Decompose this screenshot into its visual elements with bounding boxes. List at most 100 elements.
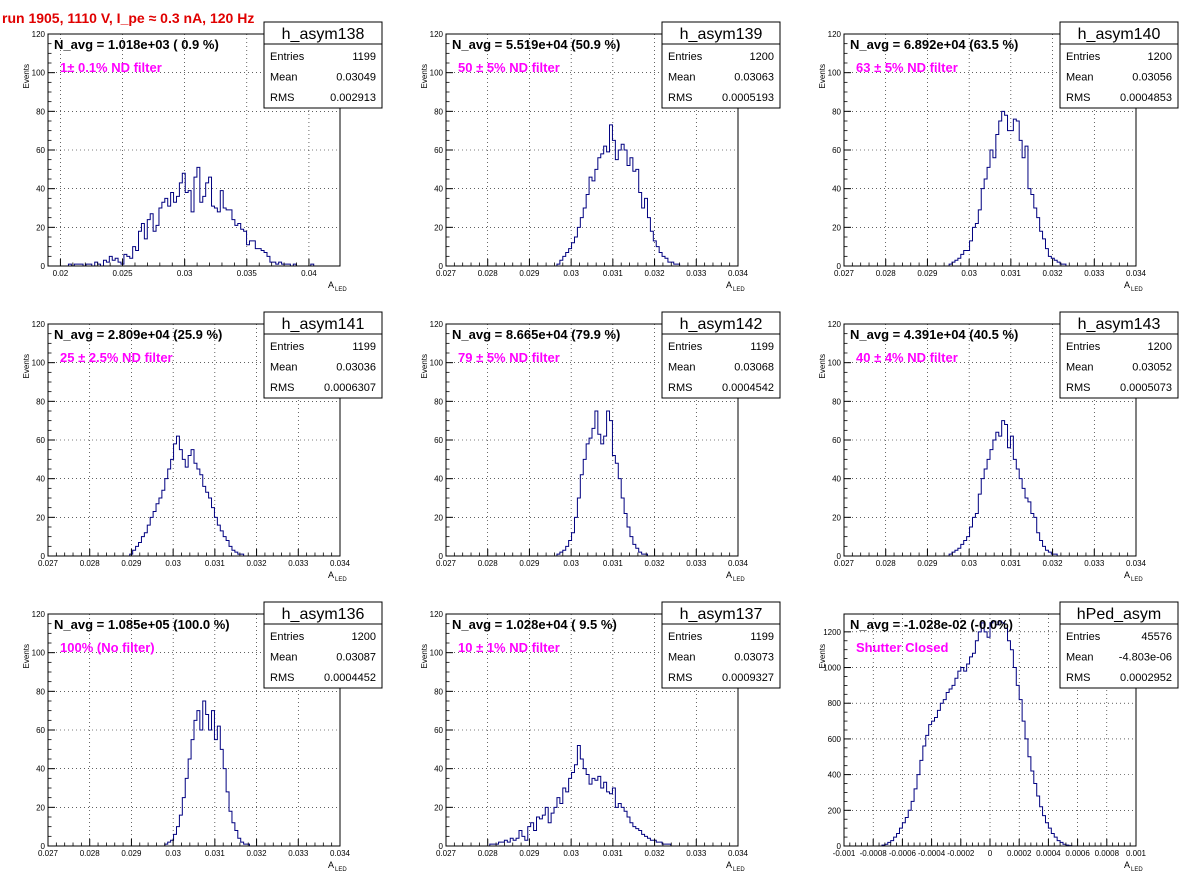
y-axis-label: Events bbox=[420, 64, 429, 88]
x-tick-label: 0.028 bbox=[478, 269, 499, 278]
stats-label-rms: RMS bbox=[1066, 92, 1090, 104]
x-tick-label: 0.028 bbox=[80, 559, 101, 568]
x-tick-label: 0.032 bbox=[1043, 269, 1064, 278]
y-tick-label: 80 bbox=[832, 397, 841, 406]
histogram-name: h_asym138 bbox=[282, 26, 365, 43]
y-tick-label: 100 bbox=[828, 69, 842, 78]
y-tick-label: 120 bbox=[32, 30, 46, 39]
x-axis-label: A bbox=[328, 860, 334, 870]
y-tick-label: 60 bbox=[832, 146, 841, 155]
x-tick-label: 0.027 bbox=[436, 559, 457, 568]
y-tick-label: 1000 bbox=[823, 664, 841, 673]
stats-label-rms: RMS bbox=[1066, 382, 1090, 394]
stats-label-rms: RMS bbox=[1066, 672, 1090, 684]
y-tick-label: 120 bbox=[430, 30, 444, 39]
x-tick-label: 0.029 bbox=[519, 559, 540, 568]
x-tick-label: 0.033 bbox=[686, 559, 707, 568]
filter-label: 100% (No filter) bbox=[60, 640, 155, 655]
x-tick-label: 0.02 bbox=[53, 269, 69, 278]
histogram-name: h_asym140 bbox=[1078, 26, 1161, 43]
x-tick-label: 0.031 bbox=[603, 559, 624, 568]
histogram-name: h_asym136 bbox=[282, 606, 365, 623]
stats-value-rms: 0.0009327 bbox=[722, 672, 774, 684]
y-tick-label: 40 bbox=[36, 475, 45, 484]
x-tick-label: 0.0008 bbox=[1095, 849, 1120, 858]
histogram-panel-h-asym141: 0.027 0.028 0.029 0.03 0.031 0.032 0.033 0.034 0… bbox=[0, 310, 398, 600]
histogram-panel-hped-asym: -0.001 -0.0008 -0.0006 -0.0004 -0.0002 0 0.000… bbox=[796, 600, 1194, 890]
y-axis-label: Events bbox=[22, 644, 31, 668]
x-tick-label: 0.03 bbox=[563, 849, 579, 858]
x-tick-label: 0.032 bbox=[1043, 559, 1064, 568]
x-tick-label: 0.03 bbox=[563, 559, 579, 568]
stats-label-entries: Entries bbox=[270, 631, 305, 643]
stats-value-entries: 1199 bbox=[352, 51, 376, 63]
histogram-svg: 0.027 0.028 0.029 0.03 0.031 0.032 0.033 0.034 0… bbox=[420, 601, 781, 873]
stats-label-entries: Entries bbox=[1066, 341, 1101, 353]
x-tick-label: 0.031 bbox=[1001, 559, 1022, 568]
stats-value-rms: 0.0005073 bbox=[1120, 382, 1172, 394]
stats-label-entries: Entries bbox=[1066, 51, 1101, 63]
x-tick-label: 0.033 bbox=[1084, 559, 1105, 568]
stats-label-entries: Entries bbox=[1066, 631, 1101, 643]
filter-label: 63 ± 5% ND filter bbox=[856, 60, 958, 75]
stats-box bbox=[263, 333, 383, 399]
histogram-svg: 0.027 0.028 0.029 0.03 0.031 0.032 0.033 0.034 0… bbox=[818, 21, 1179, 293]
x-axis-label: A bbox=[726, 570, 732, 580]
y-tick-label: 800 bbox=[828, 699, 842, 708]
x-tick-label: 0.032 bbox=[645, 269, 666, 278]
y-tick-label: 100 bbox=[828, 359, 842, 368]
y-tick-label: 120 bbox=[32, 610, 46, 619]
x-tick-label: 0.029 bbox=[121, 559, 142, 568]
y-tick-label: 100 bbox=[430, 649, 444, 658]
y-tick-label: 100 bbox=[32, 649, 46, 658]
histogram-line bbox=[48, 435, 340, 557]
stats-value-rms: 0.002913 bbox=[330, 92, 376, 104]
y-tick-label: 40 bbox=[832, 475, 841, 484]
histogram-svg: -0.001 -0.0008 -0.0006 -0.0004 -0.0002 0 0.000… bbox=[818, 601, 1179, 873]
y-tick-label: 60 bbox=[434, 146, 443, 155]
x-tick-label: 0.03 bbox=[961, 269, 977, 278]
y-tick-label: 60 bbox=[434, 436, 443, 445]
x-tick-label: 0.033 bbox=[686, 269, 707, 278]
stats-label-rms: RMS bbox=[668, 672, 692, 684]
stats-value-mean: 0.03052 bbox=[1132, 362, 1172, 374]
x-tick-label: 0.032 bbox=[645, 849, 666, 858]
x-tick-label: 0.034 bbox=[728, 269, 749, 278]
x-tick-label: 0.027 bbox=[38, 849, 59, 858]
y-tick-label: 80 bbox=[36, 687, 45, 696]
histogram-line bbox=[446, 744, 738, 847]
x-axis-label: A bbox=[1124, 280, 1130, 290]
stats-value-mean: 0.03068 bbox=[734, 362, 774, 374]
x-tick-label: 0.033 bbox=[686, 849, 707, 858]
histogram-panel-h-asym136: 0.027 0.028 0.029 0.03 0.031 0.032 0.033 0.034 0… bbox=[0, 600, 398, 890]
histogram-line bbox=[844, 620, 1136, 847]
x-tick-label: 0.029 bbox=[917, 269, 938, 278]
y-tick-label: 120 bbox=[828, 30, 842, 39]
stats-value-entries: 1200 bbox=[352, 631, 376, 643]
filter-label: 50 ± 5% ND filter bbox=[458, 60, 560, 75]
stats-value-entries: 1199 bbox=[750, 631, 774, 643]
x-axis-label: A bbox=[328, 280, 334, 290]
histogram-svg: 0.027 0.028 0.029 0.03 0.031 0.032 0.033 0.034 0… bbox=[22, 311, 383, 583]
stats-value-entries: 1199 bbox=[750, 341, 774, 353]
navg-label: N_avg = 6.892e+04 (63.5 %) bbox=[850, 37, 1018, 52]
y-tick-label: 60 bbox=[36, 436, 45, 445]
y-tick-label: 80 bbox=[434, 687, 443, 696]
y-tick-label: 120 bbox=[32, 320, 46, 329]
navg-label: N_avg = 1.085e+05 (100.0 %) bbox=[54, 617, 230, 632]
stats-label-rms: RMS bbox=[668, 382, 692, 394]
navg-label: N_avg = 8.665e+04 (79.9 %) bbox=[452, 327, 620, 342]
stats-title-box bbox=[1059, 311, 1179, 335]
x-axis-label: A bbox=[1124, 860, 1130, 870]
stats-value-entries: 1199 bbox=[352, 341, 376, 353]
stats-label-mean: Mean bbox=[1066, 362, 1094, 374]
x-tick-label: 0.04 bbox=[301, 269, 317, 278]
x-tick-label: 0.033 bbox=[1084, 269, 1105, 278]
x-axis-label-subscript: LED bbox=[733, 287, 745, 293]
stats-label-rms: RMS bbox=[270, 672, 294, 684]
x-tick-label: 0.029 bbox=[917, 559, 938, 568]
x-tick-label: -0.0002 bbox=[947, 849, 975, 858]
x-tick-label: 0.0004 bbox=[1036, 849, 1061, 858]
histogram-svg: 0.027 0.028 0.029 0.03 0.031 0.032 0.033 0.034 0… bbox=[22, 601, 383, 873]
histogram-line bbox=[446, 410, 738, 557]
